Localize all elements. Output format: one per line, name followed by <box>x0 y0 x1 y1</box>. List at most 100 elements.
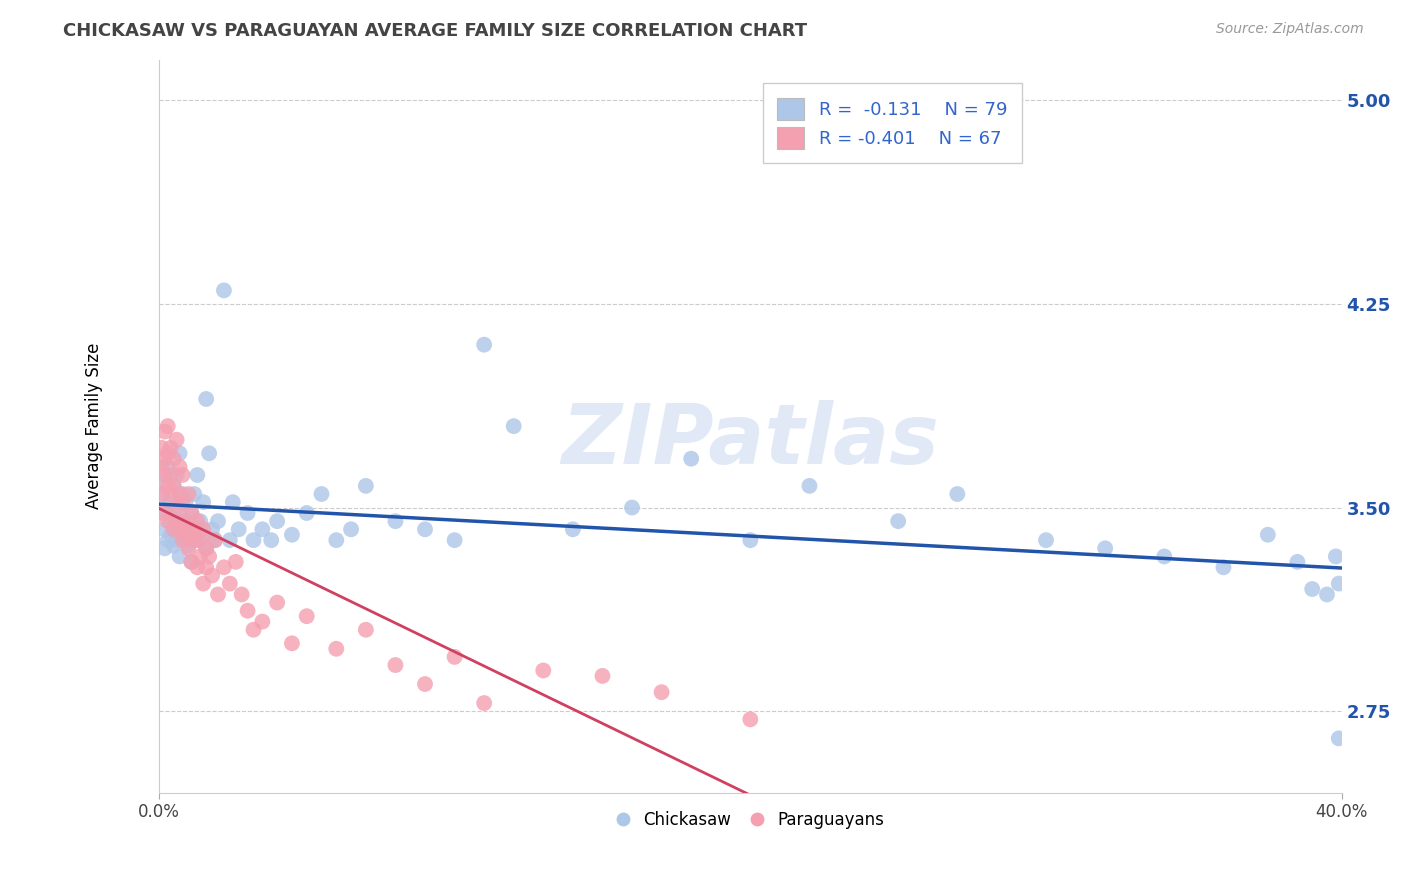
Point <box>163 479 186 493</box>
Point <box>651 685 673 699</box>
Point <box>1324 549 1347 564</box>
Point <box>156 500 179 515</box>
Point <box>201 522 224 536</box>
Point <box>195 541 218 556</box>
Point <box>177 539 200 553</box>
Point <box>1257 527 1279 541</box>
Point <box>212 560 235 574</box>
Point <box>354 479 377 493</box>
Point <box>163 479 186 493</box>
Point <box>1301 582 1323 596</box>
Point <box>172 533 194 548</box>
Point <box>231 587 253 601</box>
Point <box>340 522 363 536</box>
Point <box>163 522 186 536</box>
Point <box>188 533 211 548</box>
Point <box>266 514 288 528</box>
Point <box>169 487 191 501</box>
Point <box>204 533 226 548</box>
Point <box>177 522 200 536</box>
Point <box>242 533 264 548</box>
Point <box>156 514 179 528</box>
Point <box>156 479 179 493</box>
Point <box>159 495 181 509</box>
Point <box>163 451 186 466</box>
Point <box>561 522 583 536</box>
Point <box>177 522 200 536</box>
Point <box>193 527 215 541</box>
Point <box>186 514 208 528</box>
Point <box>198 446 221 460</box>
Point <box>1212 560 1234 574</box>
Point <box>222 495 245 509</box>
Point <box>472 696 495 710</box>
Point <box>195 541 218 556</box>
Point <box>166 533 188 548</box>
Point <box>242 623 264 637</box>
Point <box>166 500 188 515</box>
Point <box>153 541 176 556</box>
Point <box>174 514 197 528</box>
Point <box>159 468 181 483</box>
Point <box>172 514 194 528</box>
Point <box>166 468 188 483</box>
Point <box>180 555 202 569</box>
Point <box>266 596 288 610</box>
Point <box>163 539 186 553</box>
Point <box>212 284 235 298</box>
Point <box>159 441 181 455</box>
Point <box>225 555 247 569</box>
Point <box>1094 541 1116 556</box>
Point <box>1327 731 1350 746</box>
Point <box>183 533 205 548</box>
Point <box>193 522 215 536</box>
Point <box>946 487 969 501</box>
Point <box>325 641 347 656</box>
Point <box>183 487 205 501</box>
Point <box>502 419 524 434</box>
Point <box>186 533 208 548</box>
Point <box>228 522 250 536</box>
Point <box>1327 576 1350 591</box>
Text: Source: ZipAtlas.com: Source: ZipAtlas.com <box>1216 22 1364 37</box>
Point <box>156 459 179 474</box>
Point <box>413 677 436 691</box>
Point <box>740 712 762 726</box>
Point <box>177 541 200 556</box>
Point <box>172 468 194 483</box>
Point <box>1316 587 1339 601</box>
Point <box>188 514 211 528</box>
Point <box>153 522 176 536</box>
Point <box>153 425 176 439</box>
Point <box>163 522 186 536</box>
Point <box>169 549 191 564</box>
Point <box>183 522 205 536</box>
Point <box>252 615 274 629</box>
Point <box>188 549 211 564</box>
Text: CHICKASAW VS PARAGUAYAN AVERAGE FAMILY SIZE CORRELATION CHART: CHICKASAW VS PARAGUAYAN AVERAGE FAMILY S… <box>63 22 807 40</box>
Point <box>204 533 226 548</box>
Point <box>1035 533 1057 548</box>
Point <box>740 533 762 548</box>
Point <box>183 522 205 536</box>
Point <box>180 506 202 520</box>
Point <box>174 533 197 548</box>
Point <box>169 446 191 460</box>
Point <box>150 487 173 501</box>
Point <box>186 560 208 574</box>
Point <box>887 514 910 528</box>
Point <box>174 495 197 509</box>
Point <box>166 433 188 447</box>
Point <box>195 560 218 574</box>
Point <box>153 506 176 520</box>
Point <box>207 514 229 528</box>
Point <box>169 522 191 536</box>
Point <box>156 533 179 548</box>
Point <box>153 451 176 466</box>
Point <box>218 576 240 591</box>
Point <box>218 533 240 548</box>
Point <box>186 468 208 483</box>
Point <box>325 533 347 548</box>
Point <box>180 555 202 569</box>
Point <box>1286 555 1309 569</box>
